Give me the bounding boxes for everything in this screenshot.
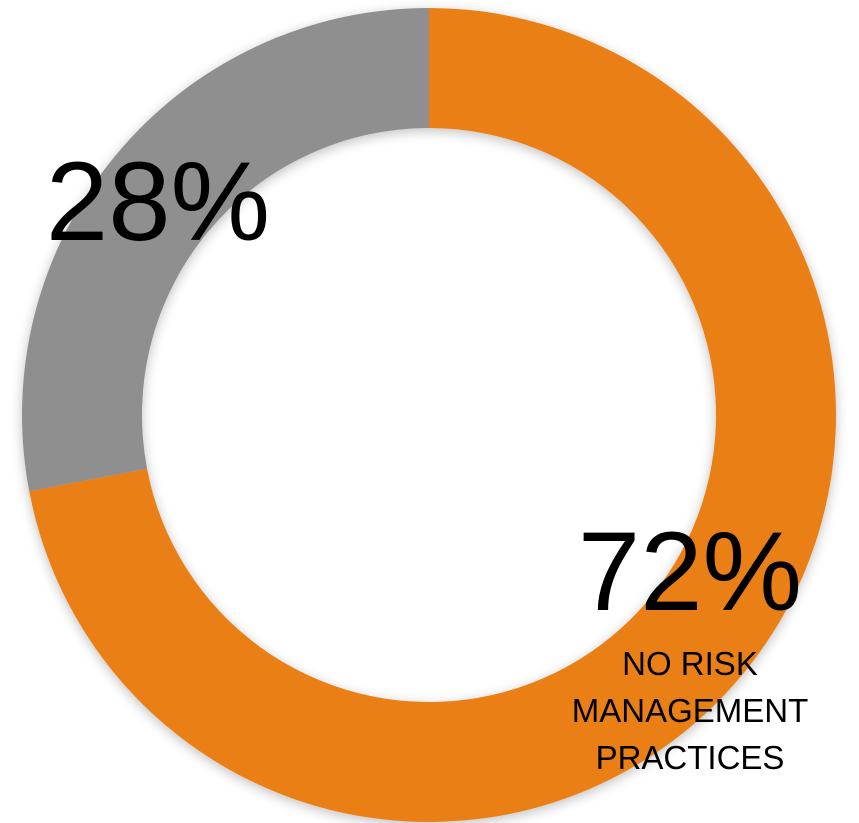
category-label-line-1: NO RISK xyxy=(622,645,758,682)
category-label-line-2: MANAGEMENT xyxy=(572,692,809,729)
category-label-line-3: PRACTICES xyxy=(596,739,785,776)
data-label-72: 72% xyxy=(578,509,802,634)
data-label-28: 28% xyxy=(46,139,270,264)
donut-slices xyxy=(21,8,836,823)
donut-slice-28 xyxy=(21,8,430,492)
donut-slice-72 xyxy=(29,8,836,823)
